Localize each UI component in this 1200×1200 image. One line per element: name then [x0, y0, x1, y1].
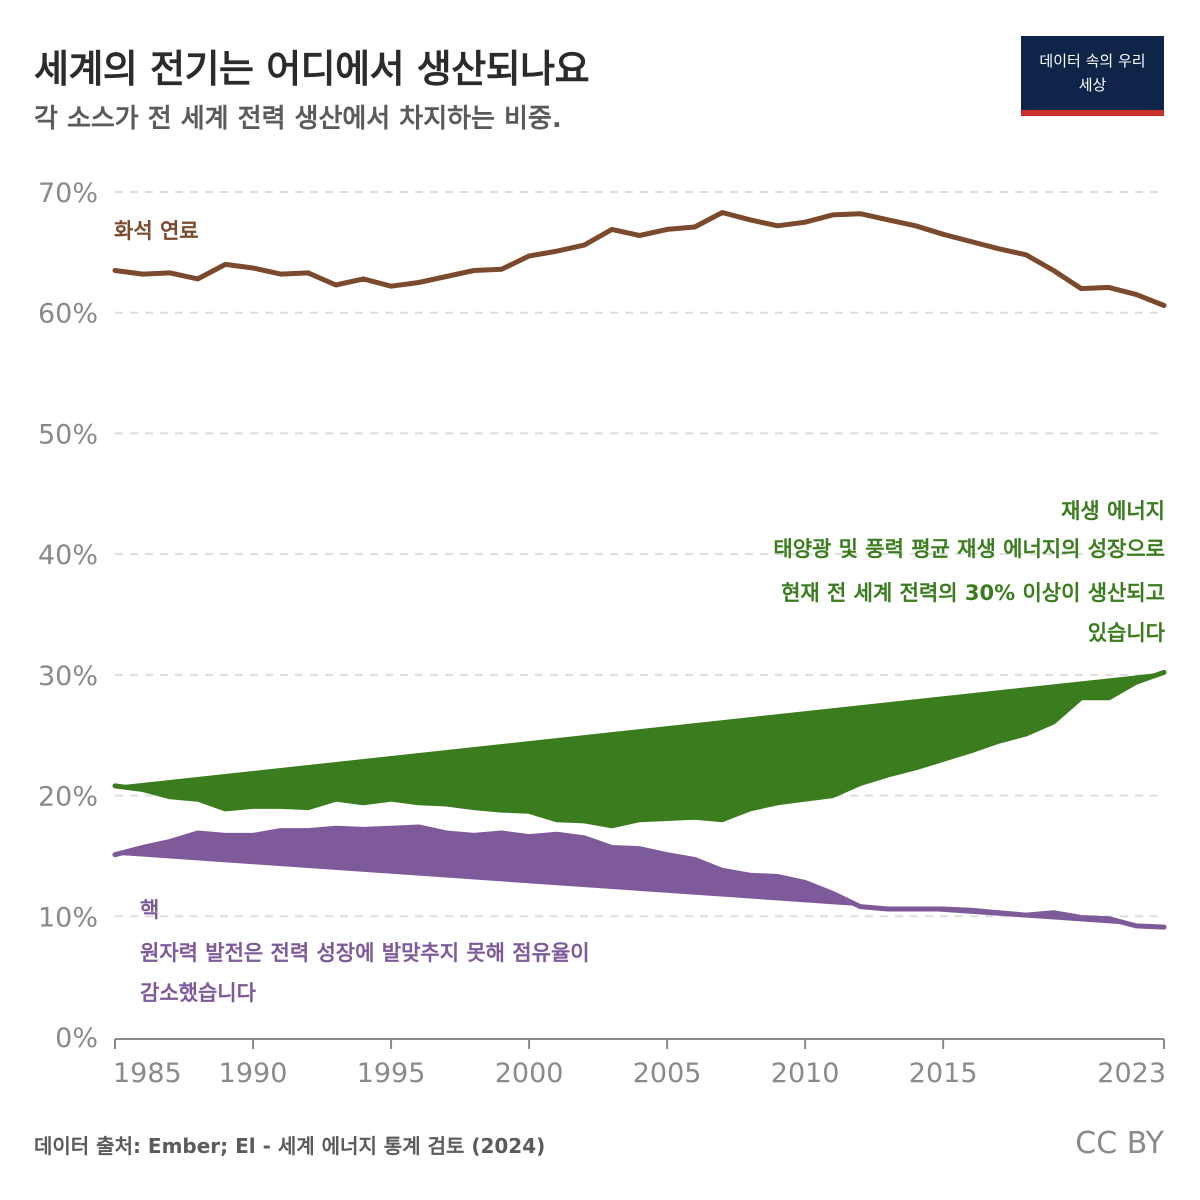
- y-axis-ticks: 0% 10% 20% 30% 40% 50% 60% 70%: [38, 178, 98, 1054]
- fossil-label: 화석 연료: [114, 219, 199, 243]
- x-tick-label: 1985: [113, 1058, 182, 1089]
- nuclear-note-line-2: 감소했습니다: [140, 981, 257, 1005]
- y-tick-label: 30%: [38, 661, 98, 692]
- y-tick-label: 60%: [38, 299, 98, 330]
- x-tick-label: 2005: [633, 1058, 702, 1089]
- renewable-note-line-3: 있습니다: [1088, 621, 1166, 645]
- renewable-label: 재생 에너지: [1061, 499, 1165, 523]
- nuclear-label: 핵: [140, 898, 159, 922]
- x-tick-label: 2015: [909, 1058, 978, 1089]
- y-tick-label: 0%: [55, 1023, 98, 1054]
- nuclear-note-line-1: 원자력 발전은 전력 성장에 발맞추지 못해 점유율이: [140, 941, 590, 965]
- gridlines: [115, 191, 1164, 918]
- owid-logo[interactable]: 데이터 속의 우리 세상: [1021, 36, 1164, 116]
- series-lines: [112, 210, 1167, 930]
- chart-title: 세계의 전기는 어디에서 생산되나요: [34, 47, 590, 91]
- y-tick-label: 70%: [38, 178, 98, 209]
- x-tick-label: 2000: [495, 1058, 564, 1089]
- logo-line-2: 세상: [1078, 76, 1107, 94]
- logo-line-1: 데이터 속의 우리: [1039, 52, 1146, 70]
- nuclear-line[interactable]: [112, 824, 1167, 930]
- x-tick-label: 2023: [1097, 1058, 1166, 1089]
- y-tick-label: 10%: [38, 902, 98, 933]
- chart-subtitle: 각 소스가 전 세계 전력 생산에서 차지하는 비중.: [34, 104, 562, 134]
- license-link[interactable]: CC BY: [1075, 1126, 1164, 1161]
- fossil-fuel-line[interactable]: [112, 210, 1167, 308]
- y-tick-label: 40%: [38, 540, 98, 571]
- x-tick-label: 2010: [771, 1058, 840, 1089]
- data-source: 데이터 출처: Ember; El - 세계 에너지 통계 검토 (2024): [34, 1134, 546, 1158]
- renewable-note-line-2: 현재 전 세계 전력의 30% 이상이 생산되고: [781, 581, 1165, 605]
- x-tick-label: 1990: [219, 1058, 288, 1089]
- x-tick-label: 1995: [357, 1058, 426, 1089]
- y-tick-label: 20%: [38, 782, 98, 813]
- renewable-note-line-1: 태양광 및 풍력 평균 재생 에너지의 성장으로: [773, 537, 1165, 561]
- x-axis: 1985 1990 1995 2000 2005 2010 2015 2023: [113, 1038, 1166, 1089]
- y-tick-label: 50%: [38, 419, 98, 450]
- renewable-line[interactable]: [112, 669, 1167, 829]
- annotations: 화석 연료 재생 에너지 태양광 및 풍력 평균 재생 에너지의 성장으로 현재…: [114, 219, 1166, 1005]
